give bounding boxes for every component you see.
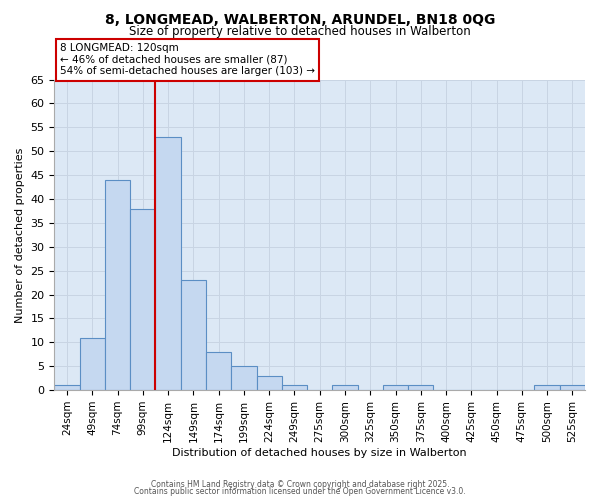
Bar <box>560 386 585 390</box>
Bar <box>206 352 231 390</box>
Y-axis label: Number of detached properties: Number of detached properties <box>15 147 25 322</box>
Bar <box>80 338 105 390</box>
Bar <box>257 376 282 390</box>
Bar <box>181 280 206 390</box>
Bar <box>130 208 155 390</box>
Text: Contains public sector information licensed under the Open Government Licence v3: Contains public sector information licen… <box>134 488 466 496</box>
Bar <box>332 386 358 390</box>
Text: Contains HM Land Registry data © Crown copyright and database right 2025.: Contains HM Land Registry data © Crown c… <box>151 480 449 489</box>
Bar <box>55 386 80 390</box>
Bar <box>282 386 307 390</box>
Bar <box>155 137 181 390</box>
Bar <box>231 366 257 390</box>
Bar <box>535 386 560 390</box>
X-axis label: Distribution of detached houses by size in Walberton: Distribution of detached houses by size … <box>172 448 467 458</box>
Text: 8 LONGMEAD: 120sqm
← 46% of detached houses are smaller (87)
54% of semi-detache: 8 LONGMEAD: 120sqm ← 46% of detached hou… <box>60 43 315 76</box>
Text: Size of property relative to detached houses in Walberton: Size of property relative to detached ho… <box>129 25 471 38</box>
Bar <box>408 386 433 390</box>
Bar <box>105 180 130 390</box>
Text: 8, LONGMEAD, WALBERTON, ARUNDEL, BN18 0QG: 8, LONGMEAD, WALBERTON, ARUNDEL, BN18 0Q… <box>105 12 495 26</box>
Bar <box>383 386 408 390</box>
